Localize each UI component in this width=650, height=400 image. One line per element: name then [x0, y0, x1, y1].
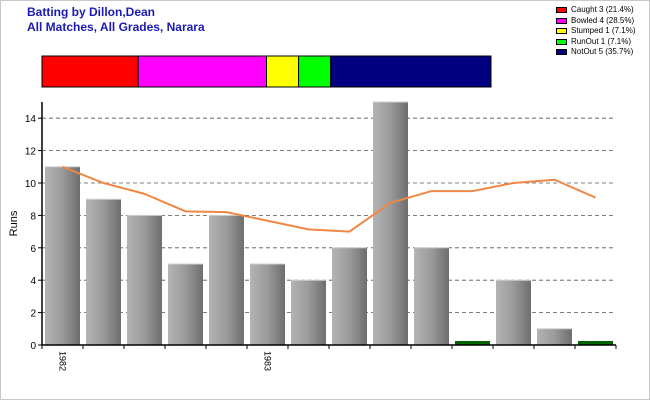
y-tick-label: 10	[25, 179, 37, 190]
legend-item: Stumped 1 (7.1%)	[556, 26, 635, 37]
legend-label: RunOut 1 (7.1%)	[571, 36, 632, 46]
legend-label: Stumped 1 (7.1%)	[571, 26, 636, 36]
y-tick-label: 12	[25, 147, 37, 158]
legend-label: NotOut 5 (35.7%)	[571, 47, 634, 57]
y-tick-label: 6	[30, 244, 36, 255]
bar	[209, 215, 244, 345]
bar	[414, 247, 449, 345]
x-tick-label: 1982	[58, 351, 68, 371]
y-axis-title: Runs	[8, 210, 20, 236]
chart-subtitle: All Matches, All Grades, Narara	[27, 20, 205, 34]
bar	[578, 341, 613, 345]
y-tick-label: 4	[30, 276, 36, 287]
x-tick-label: 1983	[263, 351, 273, 371]
y-tick-label: 2	[30, 309, 36, 320]
legend-item: NotOut 5 (35.7%)	[556, 47, 635, 58]
y-tick-label: 0	[30, 341, 36, 352]
legend-swatch	[556, 28, 567, 35]
legend-label: Bowled 4 (28.5%)	[571, 15, 635, 25]
dismissal-segment	[298, 55, 332, 88]
bar	[332, 247, 367, 345]
bar	[373, 102, 408, 345]
legend-item: Bowled 4 (28.5%)	[556, 16, 635, 27]
legend-swatch	[556, 49, 567, 56]
chart-title: Batting by Dillon,Dean	[27, 5, 156, 19]
bar	[127, 215, 162, 345]
dismissal-segment	[137, 55, 267, 88]
y-tick-label: 8	[30, 211, 36, 222]
average-line	[62, 165, 596, 233]
legend-swatch	[556, 7, 567, 14]
y-tick-label: 14	[25, 114, 37, 125]
bar	[250, 264, 285, 345]
bar	[168, 264, 203, 345]
bar	[45, 166, 80, 345]
legend-label: Caught 3 (21.4%)	[571, 5, 634, 15]
bar	[455, 341, 490, 345]
dismissal-segment	[266, 55, 300, 88]
bar	[496, 280, 531, 345]
legend-item: RunOut 1 (7.1%)	[556, 37, 635, 48]
dismissal-segment	[41, 55, 139, 88]
legend-swatch	[556, 17, 567, 24]
legend: Caught 3 (21.4%) Bowled 4 (28.5%) Stumped …	[556, 5, 635, 58]
legend-swatch	[556, 38, 567, 45]
dismissal-segment	[330, 55, 492, 88]
legend-item: Caught 3 (21.4%)	[556, 5, 635, 16]
bar	[537, 328, 572, 345]
bar	[86, 199, 121, 345]
bar	[291, 280, 326, 345]
